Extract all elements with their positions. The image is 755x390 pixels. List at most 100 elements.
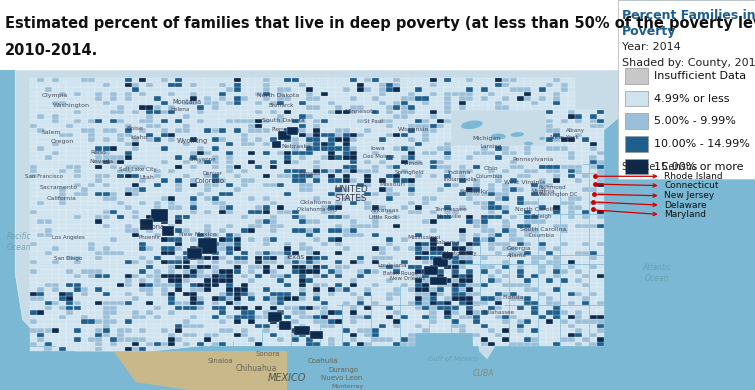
Bar — [74, 187, 81, 191]
Bar — [117, 169, 125, 174]
Bar — [175, 165, 183, 169]
Bar — [117, 260, 125, 264]
Bar — [532, 324, 538, 328]
Bar — [263, 274, 270, 278]
Bar — [88, 101, 95, 105]
Bar — [408, 165, 415, 169]
Bar — [95, 78, 103, 82]
Bar — [183, 110, 190, 114]
Bar — [270, 192, 277, 196]
Bar — [524, 315, 532, 319]
Bar — [285, 215, 291, 219]
Text: Albany: Albany — [565, 128, 585, 133]
Bar — [350, 292, 357, 296]
Bar — [307, 146, 313, 151]
Bar — [168, 328, 175, 333]
Bar — [408, 301, 415, 305]
Bar — [568, 105, 575, 110]
Bar — [313, 251, 320, 255]
Bar — [294, 326, 310, 335]
Bar — [161, 96, 168, 101]
Bar — [430, 242, 436, 246]
Bar — [365, 342, 371, 346]
Bar — [263, 133, 270, 137]
Bar — [146, 255, 153, 260]
Bar — [379, 183, 386, 187]
Bar — [197, 306, 204, 310]
Bar — [168, 165, 175, 169]
Bar — [481, 219, 488, 223]
Bar — [66, 260, 73, 264]
Bar — [153, 174, 161, 178]
Bar — [81, 269, 88, 273]
Bar — [371, 315, 378, 319]
Bar — [560, 156, 568, 160]
Bar — [205, 278, 211, 283]
Bar — [291, 319, 299, 324]
Bar — [451, 319, 458, 324]
Bar — [226, 128, 233, 133]
Bar — [30, 342, 37, 346]
Bar — [161, 251, 168, 255]
Bar — [125, 219, 131, 223]
Bar — [241, 105, 248, 110]
Bar — [95, 187, 103, 191]
Text: Lansing: Lansing — [480, 144, 501, 149]
Bar — [371, 310, 378, 314]
Bar — [444, 219, 451, 223]
Bar — [211, 178, 219, 183]
Bar — [401, 96, 408, 101]
Bar — [248, 333, 255, 337]
Bar — [81, 169, 88, 174]
Bar — [146, 347, 153, 351]
Bar — [291, 238, 299, 242]
Bar — [444, 283, 451, 287]
Bar — [568, 78, 575, 82]
Bar — [197, 337, 204, 342]
Bar — [481, 174, 488, 178]
Bar — [125, 92, 131, 96]
Bar — [546, 92, 553, 96]
Bar — [233, 269, 241, 273]
Bar — [371, 128, 378, 133]
Bar — [510, 233, 516, 237]
Bar — [132, 187, 139, 191]
Bar — [74, 169, 81, 174]
Bar — [219, 174, 226, 178]
Bar — [481, 156, 488, 160]
Bar — [459, 274, 466, 278]
Bar — [307, 337, 313, 342]
Ellipse shape — [491, 133, 506, 140]
Bar — [219, 306, 226, 310]
Bar — [350, 87, 357, 92]
Bar — [444, 178, 451, 183]
Bar — [466, 105, 473, 110]
Bar — [415, 269, 422, 273]
Bar — [110, 165, 117, 169]
Bar — [307, 192, 313, 196]
Bar — [437, 269, 444, 273]
Bar — [546, 83, 553, 87]
Bar — [197, 137, 204, 142]
Bar — [495, 151, 502, 155]
Bar — [517, 160, 524, 164]
Bar — [226, 328, 233, 333]
Bar — [263, 224, 270, 228]
Bar — [524, 101, 532, 105]
Bar — [117, 119, 125, 123]
Bar — [211, 310, 219, 314]
Bar — [560, 201, 568, 205]
Bar — [168, 333, 175, 337]
Bar — [52, 238, 59, 242]
Bar — [371, 83, 378, 87]
Bar — [495, 105, 502, 110]
Bar — [386, 96, 393, 101]
Bar — [343, 251, 350, 255]
Bar — [444, 201, 451, 205]
Bar — [590, 210, 596, 214]
Bar — [502, 260, 510, 264]
Bar — [270, 133, 277, 137]
Bar — [277, 324, 284, 328]
Bar — [371, 165, 378, 169]
Bar — [510, 101, 516, 105]
